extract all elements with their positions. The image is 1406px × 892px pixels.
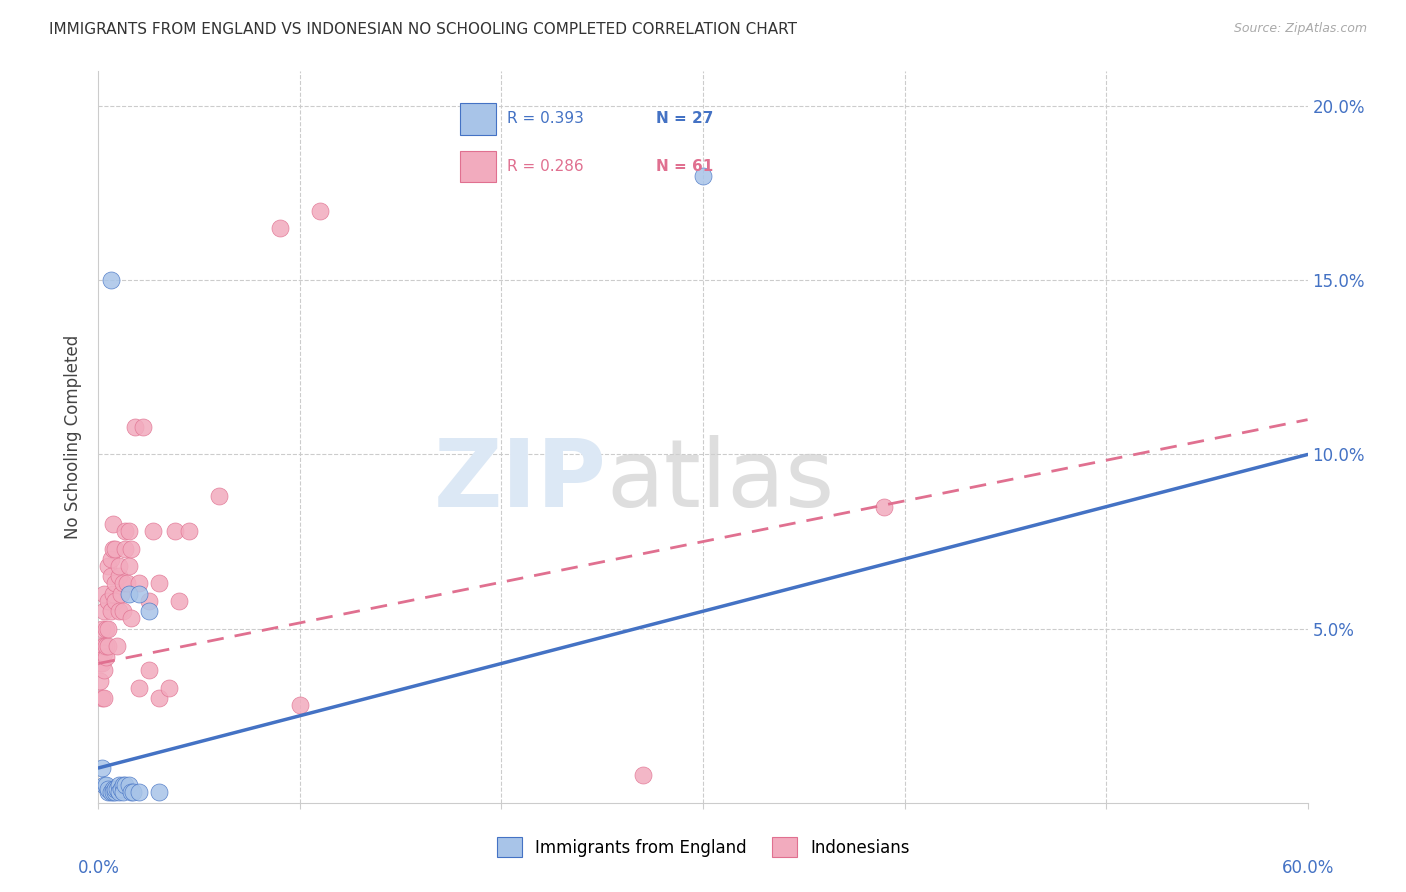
Point	[97, 781, 120, 796]
Point	[97, 639, 120, 653]
Text: IMMIGRANTS FROM ENGLAND VS INDONESIAN NO SCHOOLING COMPLETED CORRELATION CHART: IMMIGRANTS FROM ENGLAND VS INDONESIAN NO…	[49, 22, 797, 37]
Point	[96, 639, 118, 653]
Point	[148, 576, 170, 591]
Point	[96, 622, 118, 636]
Point	[120, 785, 142, 799]
Point	[114, 541, 136, 556]
Point	[167, 594, 190, 608]
Point	[128, 681, 150, 695]
Point	[288, 698, 311, 713]
Point	[91, 761, 114, 775]
Point	[89, 657, 111, 671]
Point	[157, 681, 180, 695]
Point	[111, 604, 134, 618]
Point	[105, 781, 128, 796]
Point	[91, 691, 114, 706]
Point	[269, 221, 291, 235]
Text: Source: ZipAtlas.com: Source: ZipAtlas.com	[1233, 22, 1367, 36]
Point	[96, 649, 118, 664]
Text: 60.0%: 60.0%	[1281, 858, 1334, 877]
Point	[93, 691, 115, 706]
Point	[103, 785, 125, 799]
Point	[128, 587, 150, 601]
Point	[107, 558, 129, 573]
Point	[148, 785, 170, 799]
Point	[208, 489, 231, 503]
Point	[101, 517, 124, 532]
Point	[114, 524, 136, 538]
Point	[692, 169, 714, 183]
Point	[100, 552, 122, 566]
Point	[138, 594, 160, 608]
Point	[101, 587, 124, 601]
Point	[118, 558, 141, 573]
Point	[142, 524, 165, 538]
Point	[103, 594, 125, 608]
Point	[103, 781, 125, 796]
Point	[89, 673, 111, 688]
Point	[631, 768, 654, 782]
Point	[118, 778, 141, 792]
Point	[100, 604, 122, 618]
Point	[97, 622, 120, 636]
Point	[101, 785, 124, 799]
Point	[121, 785, 143, 799]
Point	[138, 664, 160, 678]
Point	[138, 604, 160, 618]
Text: 0.0%: 0.0%	[77, 858, 120, 877]
Point	[93, 587, 115, 601]
Point	[118, 587, 141, 601]
Point	[107, 778, 129, 792]
Point	[120, 611, 142, 625]
Point	[107, 569, 129, 583]
Point	[93, 664, 115, 678]
Point	[101, 781, 124, 796]
Point	[93, 639, 115, 653]
Point	[128, 576, 150, 591]
Point	[97, 558, 120, 573]
Point	[115, 576, 138, 591]
Point	[110, 781, 132, 796]
Text: ZIP: ZIP	[433, 435, 606, 527]
Point	[93, 646, 115, 660]
Point	[107, 785, 129, 799]
Point	[111, 576, 134, 591]
Point	[111, 778, 134, 792]
Point	[120, 541, 142, 556]
Point	[103, 576, 125, 591]
Point	[309, 203, 332, 218]
Point	[114, 778, 136, 792]
Point	[93, 604, 115, 618]
Point	[148, 691, 170, 706]
Point	[128, 785, 150, 799]
Point	[132, 419, 155, 434]
Text: atlas: atlas	[606, 435, 835, 527]
Point	[100, 569, 122, 583]
Point	[111, 785, 134, 799]
Point	[91, 657, 114, 671]
Y-axis label: No Schooling Completed: No Schooling Completed	[65, 335, 83, 539]
Point	[97, 594, 120, 608]
Point	[100, 273, 122, 287]
Point	[96, 778, 118, 792]
Point	[107, 604, 129, 618]
Point	[105, 639, 128, 653]
Point	[118, 524, 141, 538]
Point	[101, 541, 124, 556]
Point	[873, 500, 896, 514]
Point	[91, 622, 114, 636]
Point	[91, 639, 114, 653]
Point	[97, 785, 120, 799]
Point	[110, 587, 132, 601]
Point	[179, 524, 201, 538]
Point	[163, 524, 186, 538]
Point	[93, 778, 115, 792]
Point	[103, 541, 125, 556]
Legend: Immigrants from England, Indonesians: Immigrants from England, Indonesians	[489, 830, 917, 864]
Point	[100, 785, 122, 799]
Point	[124, 419, 146, 434]
